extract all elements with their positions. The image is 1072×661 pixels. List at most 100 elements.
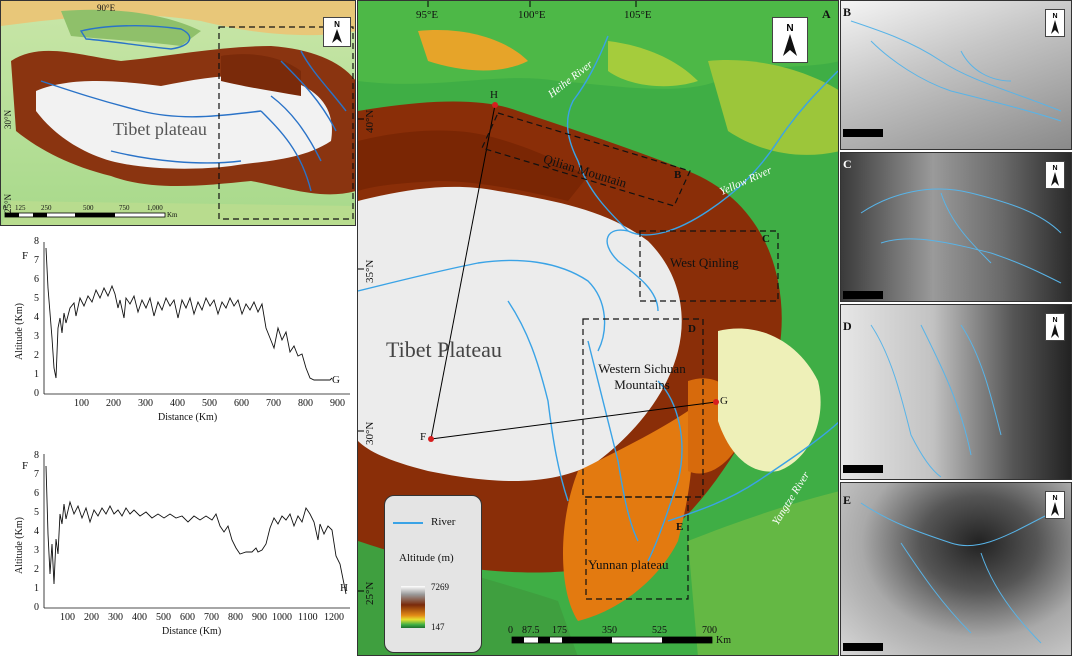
north-label: N	[334, 20, 340, 29]
north-label: N	[786, 23, 794, 34]
box-letter-e: E	[676, 521, 684, 533]
x-tick: 400	[170, 398, 185, 409]
overview-terrain	[1, 1, 355, 225]
y-tick: 7	[34, 469, 39, 480]
inset-d-letter: D	[843, 319, 852, 333]
inset-d-north-arrow: N	[1045, 313, 1065, 341]
profile-fg-svg	[43, 242, 350, 395]
river-legend-swatch	[393, 522, 423, 524]
scale-tick: 525	[652, 625, 667, 636]
profile-fg-start: F	[22, 250, 29, 262]
north-arrow-icon	[1051, 171, 1059, 186]
inset-e-north-arrow: N	[1045, 491, 1065, 519]
overview-scale-tick: 500	[83, 204, 94, 212]
profile-fh-start: F	[22, 460, 29, 472]
inset-b: B N	[840, 0, 1072, 150]
overview-scale-tick: 0	[3, 204, 7, 212]
north-arrow-icon	[332, 29, 342, 43]
lat-label: 30°N	[364, 421, 376, 445]
overview-north-arrow: N	[323, 17, 351, 47]
y-tick: 5	[34, 293, 39, 304]
north-label: N	[1052, 164, 1058, 172]
point-g-marker	[713, 399, 719, 405]
x-tick: 100	[74, 398, 89, 409]
overview-region-label: Tibet plateau	[113, 119, 207, 139]
x-tick: 200	[84, 612, 99, 623]
lat-label: 40°N	[364, 109, 376, 133]
point-g-label: G	[720, 395, 728, 407]
profile-fh-end: H	[340, 582, 348, 594]
profile-line-fh	[430, 104, 496, 440]
scale-tick: 700	[702, 625, 717, 636]
box-letter-d: D	[688, 323, 696, 335]
x-tick: 500	[202, 398, 217, 409]
inset-e: E N	[840, 482, 1072, 656]
inset-d: D N	[840, 304, 1072, 480]
point-h-marker	[492, 102, 498, 108]
y-tick: 4	[34, 312, 39, 323]
box-d	[582, 318, 704, 498]
legend-river-label: River	[431, 516, 456, 528]
legend-altitude-title: Altitude (m)	[399, 552, 454, 564]
x-tick: 200	[106, 398, 121, 409]
scale-tick: 87.5	[522, 625, 540, 636]
north-label: N	[1052, 12, 1058, 20]
profile-fg-ylabel: Altitude (Km)	[14, 303, 25, 360]
box-letter-b: B	[674, 169, 682, 181]
main-terrain	[358, 1, 838, 655]
plateau-label: Tibet Plateau	[386, 337, 502, 362]
legend-alt-max: 7269	[431, 582, 449, 592]
profile-fg-chart: F G Altitude (Km) Distance (Km) 0 1 2 3 …	[0, 228, 356, 442]
y-tick: 7	[34, 255, 39, 266]
inset-c: C N	[840, 152, 1072, 302]
y-tick: 4	[34, 526, 39, 537]
x-tick: 700	[204, 612, 219, 623]
point-f-label: F	[420, 431, 427, 443]
y-tick: 8	[34, 450, 39, 461]
point-f-marker	[428, 436, 434, 442]
region-label-yunnan: Yunnan plateau	[588, 557, 669, 572]
profile-fg-end: G	[332, 374, 340, 386]
inset-c-letter: C	[843, 157, 852, 171]
profile-fh-svg	[43, 454, 350, 609]
y-tick: 1	[34, 583, 39, 594]
box-letter-c: C	[762, 233, 770, 245]
x-tick: 600	[180, 612, 195, 623]
lon-label: 95°E	[416, 9, 439, 21]
main-map: A 95°E 100°E 105°E 40°N 35°N 30°N 25°N T…	[357, 0, 839, 656]
scale-tick: 350	[602, 625, 617, 636]
x-tick: 100	[60, 612, 75, 623]
map-legend: River Altitude (m) 7269 147	[384, 495, 482, 653]
x-tick: 1000	[272, 612, 292, 623]
overview-study-area-box	[218, 26, 354, 220]
y-tick: 0	[34, 602, 39, 613]
x-tick: 700	[266, 398, 281, 409]
north-label: N	[1052, 316, 1058, 324]
overview-scale-tick: 250	[41, 204, 52, 212]
region-label-west-qinling: West Qinling	[670, 255, 739, 270]
overview-scale-bar	[4, 212, 166, 218]
lat-label: 25°N	[364, 581, 376, 605]
x-tick: 1200	[324, 612, 344, 623]
lat-label: 35°N	[364, 259, 376, 283]
inset-e-rivers	[843, 502, 1052, 651]
y-tick: 2	[34, 350, 39, 361]
main-scale-bar	[511, 636, 713, 644]
north-arrow-icon	[1051, 501, 1059, 516]
profile-line-fg	[430, 401, 717, 440]
overview-scale-tick: 125	[15, 204, 26, 212]
inset-e-letter: E	[843, 493, 852, 507]
box-c	[639, 230, 779, 302]
region-label-western-sichuan: Western Sichuan Mountains	[598, 361, 686, 392]
x-tick: 800	[298, 398, 313, 409]
point-h-label: H	[490, 89, 498, 101]
scale-tick: 0	[508, 625, 513, 636]
lon-label: 105°E	[624, 9, 652, 21]
x-tick: 1100	[298, 612, 318, 623]
profile-fg-line	[45, 247, 333, 381]
profile-fh-xlabel: Distance (Km)	[162, 626, 222, 637]
y-tick: 2	[34, 564, 39, 575]
inset-b-letter: B	[843, 5, 852, 19]
main-north-arrow: N	[772, 17, 808, 63]
north-label: N	[1052, 494, 1058, 502]
